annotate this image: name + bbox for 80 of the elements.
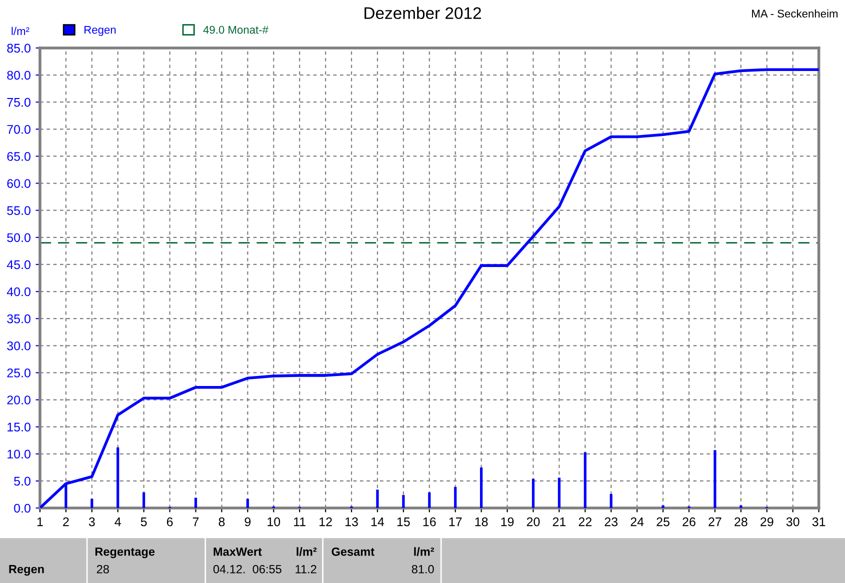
bar bbox=[116, 447, 120, 508]
x-tick-label: 16 bbox=[423, 517, 436, 526]
y-axis-title: l/m² bbox=[12, 26, 30, 36]
y-tick-label: 75.0 bbox=[7, 98, 30, 107]
legend-label: 49.0 Monat-# bbox=[203, 26, 268, 34]
text: 28 bbox=[96, 564, 109, 574]
x-tick-label: 2 bbox=[63, 517, 69, 526]
bar bbox=[142, 492, 146, 508]
x-tick-label: 6 bbox=[166, 517, 173, 526]
x-tick-label: 7 bbox=[192, 518, 199, 526]
y-tick-label: 30.0 bbox=[7, 341, 30, 350]
bar bbox=[584, 452, 586, 508]
x-tick-label: 25 bbox=[656, 517, 670, 526]
x-tick-label: 23 bbox=[604, 517, 618, 526]
x-tick-label: 30 bbox=[786, 517, 800, 526]
x-tick-label: 4 bbox=[114, 518, 121, 526]
bar bbox=[480, 467, 483, 508]
text: MaxWert bbox=[214, 548, 262, 556]
y-tick-label: 85.0 bbox=[7, 44, 30, 53]
bar bbox=[376, 490, 379, 508]
x-tick-label: 27 bbox=[708, 517, 722, 526]
legend-label: Regen bbox=[84, 26, 116, 36]
x-tick-label: 24 bbox=[630, 517, 644, 526]
bar bbox=[454, 486, 457, 508]
x-tick-label: 10 bbox=[268, 517, 280, 526]
x-tick-label: 19 bbox=[501, 517, 514, 526]
bar bbox=[428, 492, 431, 508]
x-tick-label: 18 bbox=[475, 517, 488, 526]
x-tick-label: 14 bbox=[371, 518, 384, 526]
bar bbox=[558, 478, 560, 508]
x-tick-label: 5 bbox=[140, 518, 147, 526]
text: 81.0 bbox=[412, 564, 434, 574]
bar bbox=[246, 498, 249, 508]
text: Regentage bbox=[95, 548, 155, 558]
y-tick-label: 25.0 bbox=[7, 368, 30, 378]
x-tick-label: 12 bbox=[320, 517, 332, 526]
text: l/m² bbox=[296, 547, 317, 556]
x-tick-label: 28 bbox=[734, 517, 748, 526]
text: l/m² bbox=[414, 547, 434, 556]
y-tick-label: 50.0 bbox=[7, 233, 30, 242]
x-tick-label: 29 bbox=[760, 517, 774, 526]
x-tick-label: 21 bbox=[552, 517, 566, 526]
bar bbox=[402, 495, 405, 508]
y-tick-label: 35.0 bbox=[7, 314, 30, 324]
x-tick-label: 8 bbox=[218, 517, 225, 526]
x-tick-label: 9 bbox=[244, 517, 251, 526]
x-tick-label: 17 bbox=[449, 518, 462, 526]
y-tick-label: 10.0 bbox=[8, 450, 30, 459]
bar bbox=[662, 505, 664, 508]
x-tick-label: 31 bbox=[812, 517, 826, 526]
y-tick-label: 45.0 bbox=[6, 260, 30, 270]
y-tick-label: 70.0 bbox=[7, 124, 30, 134]
bar bbox=[90, 498, 94, 508]
y-tick-label: 65.0 bbox=[7, 152, 30, 161]
y-tick-label: 80.0 bbox=[7, 70, 30, 80]
text: 11.2 bbox=[296, 564, 316, 574]
bar bbox=[532, 478, 535, 508]
y-tick-label: 40.0 bbox=[6, 287, 30, 296]
y-tick-label: 55.0 bbox=[7, 206, 30, 215]
text: Gesamt bbox=[332, 547, 374, 556]
bar bbox=[610, 494, 612, 508]
y-tick-label: 60.0 bbox=[7, 179, 30, 188]
x-tick-label: 15 bbox=[397, 518, 410, 526]
x-tick-label: 22 bbox=[578, 517, 592, 526]
x-tick-label: 26 bbox=[682, 517, 696, 526]
chart-title: Dezember 2012 bbox=[364, 6, 481, 20]
y-tick-label: 15.0 bbox=[8, 422, 30, 432]
x-tick-label: 11 bbox=[294, 518, 306, 526]
text: MA - Seckenheim bbox=[752, 9, 838, 18]
y-tick-label: 5.0 bbox=[14, 476, 30, 486]
x-tick-label: 3 bbox=[88, 517, 95, 526]
y-tick-label: 20.0 bbox=[7, 396, 30, 404]
x-tick-label: 13 bbox=[346, 517, 358, 526]
text: Regen bbox=[9, 565, 44, 576]
text: 04.12. 06:55 bbox=[213, 564, 282, 574]
bar bbox=[194, 498, 198, 508]
y-tick-label: 0.0 bbox=[14, 504, 30, 513]
x-tick-label: 20 bbox=[526, 517, 540, 526]
x-tick-label: 1 bbox=[37, 518, 43, 526]
bar bbox=[714, 450, 716, 508]
